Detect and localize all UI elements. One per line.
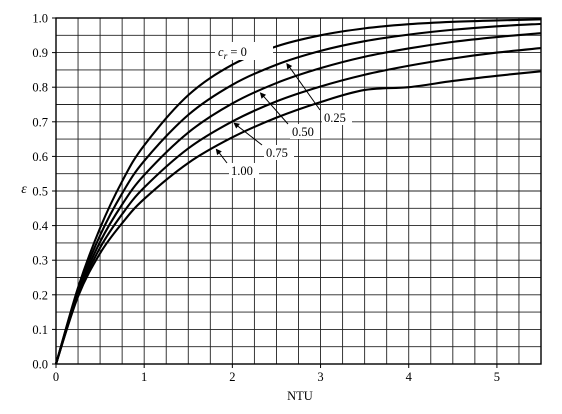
x-tick-label: 3	[317, 370, 323, 384]
curve-label-cr-0: cr = 0	[218, 45, 247, 62]
chart-axes: 0 1 2 3 4 5 0.0 0.1 0.2 0.3 0.4 0.5 0.6 0.7 0.8 0.9 1.0	[32, 12, 542, 384]
label-background	[229, 163, 259, 178]
label-arrowhead	[286, 62, 293, 70]
x-tick-label: 5	[494, 370, 500, 384]
series-line-1-00	[55, 70, 542, 365]
curve-label-0-75: 0.75	[266, 146, 288, 160]
y-tick-label: 0.8	[32, 81, 48, 95]
y-tick-label: 0.3	[32, 254, 48, 268]
y-tick-label: 0.7	[32, 115, 48, 129]
y-tick-label: 0.2	[32, 288, 48, 302]
y-tick-label: 0.4	[32, 219, 48, 233]
label-leader-line	[260, 92, 289, 125]
series-line-0-25	[54, 22, 542, 365]
y-tick-label: 0.5	[32, 185, 48, 199]
curve-label-1-00: 1.00	[231, 164, 253, 178]
series-line-0-75	[54, 47, 542, 365]
label-background	[215, 42, 273, 60]
curve-label-0-50: 0.50	[292, 125, 314, 139]
series-line-0-50	[54, 32, 542, 365]
curve-labels: cr = 0 0.25 0.50 0.75 1.00	[215, 42, 352, 178]
x-tick-label: 1	[141, 370, 147, 384]
chart-series	[54, 18, 542, 365]
y-tick-label: 0.9	[32, 46, 48, 60]
label-background	[290, 124, 320, 139]
y-tick-label: 0.0	[32, 358, 48, 372]
x-axis-label: NTU	[287, 389, 313, 403]
label-leader-line	[234, 123, 263, 146]
y-tick-label: 1.0	[32, 12, 48, 26]
y-tick-label: 0.6	[32, 150, 48, 164]
label-arrowhead	[215, 148, 222, 156]
curve-label-0-25: 0.25	[324, 111, 346, 125]
label-background	[322, 110, 352, 125]
label-arrowhead	[259, 92, 267, 99]
label-arrowhead	[233, 122, 240, 129]
y-axis-label: ε	[21, 182, 27, 197]
label-leader-line	[286, 63, 321, 111]
x-tick-label: 4	[406, 370, 413, 384]
label-background	[264, 145, 294, 160]
x-tick-label: 0	[53, 370, 59, 384]
chart-grid	[55, 17, 542, 365]
x-tick-label: 2	[229, 370, 235, 384]
y-tick-label: 0.1	[32, 323, 48, 337]
